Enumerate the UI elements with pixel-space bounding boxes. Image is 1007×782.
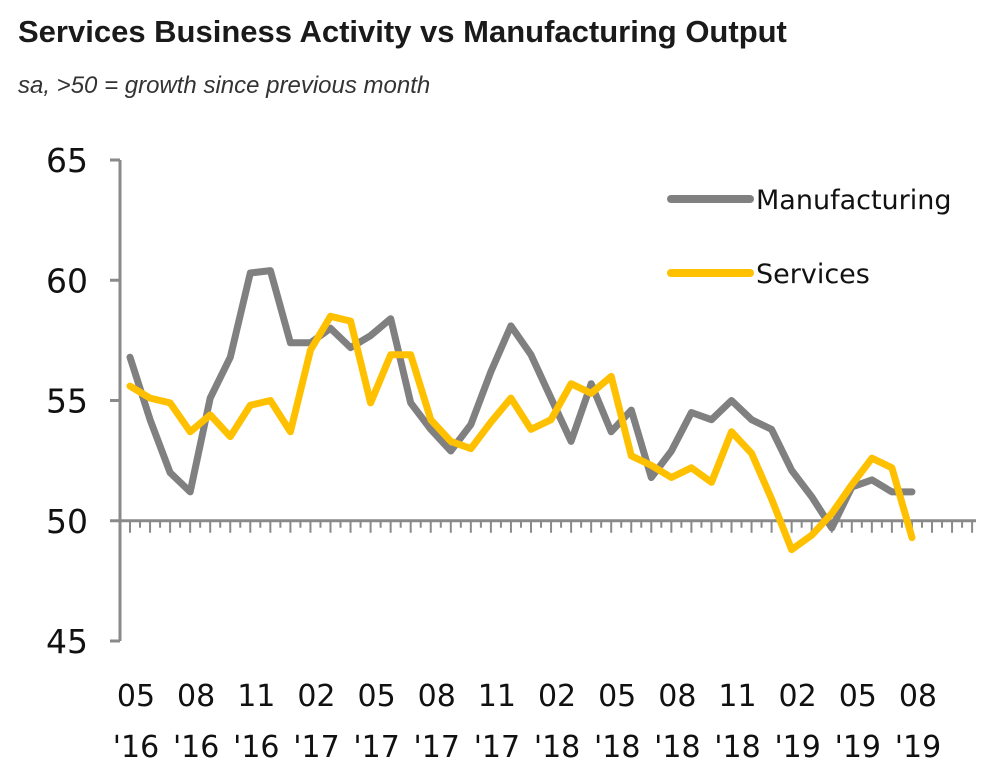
x-tick-label-year: '19	[895, 730, 941, 765]
y-tick-label: 65	[46, 141, 88, 180]
x-tick-label-month: 11	[237, 679, 275, 714]
x-tick-label-month: 02	[297, 679, 335, 714]
x-tick-label-month: 02	[779, 679, 817, 714]
y-tick-label: 60	[46, 261, 88, 300]
x-tick-label-month: 08	[177, 679, 215, 714]
x-tick-label-month: 02	[538, 679, 576, 714]
x-tick-label-month: 08	[658, 679, 696, 714]
x-tick-label-year: '19	[774, 730, 820, 765]
legend-item-manufacturing: Manufacturing	[667, 185, 952, 216]
x-tick-label-year: '17	[414, 730, 460, 765]
x-tick-label-year: '16	[113, 730, 159, 765]
legend: Manufacturing Services	[667, 185, 952, 290]
series-line-manufacturing	[126, 267, 916, 532]
x-tick-label-year: '17	[474, 730, 520, 765]
x-tick-label-month: 05	[598, 679, 636, 714]
x-tick-label-year: '18	[654, 730, 700, 765]
series-manufacturing	[126, 267, 916, 532]
y-tick-label: 45	[46, 622, 88, 661]
x-tick-label-month: 08	[899, 679, 937, 714]
legend-label: Services	[756, 259, 870, 290]
x-tick-label-month: 11	[718, 679, 756, 714]
chart-subtitle: sa, >50 = growth since previous month	[18, 72, 431, 99]
x-tick-label-year: '16	[173, 730, 219, 765]
x-tick-label-year: '19	[835, 730, 881, 765]
legend-item-services: Services	[667, 259, 870, 290]
x-tick-label-month: 05	[839, 679, 877, 714]
legend-label: Manufacturing	[756, 185, 952, 216]
series-layer	[126, 267, 916, 554]
x-tick-label-year: '18	[714, 730, 760, 765]
x-tick-label-year: '17	[293, 730, 339, 765]
x-tick-label-year: '17	[353, 730, 399, 765]
chart-title: Services Business Activity vs Manufactur…	[18, 14, 787, 49]
series-services	[126, 312, 916, 554]
x-tick-label-month: 11	[478, 679, 516, 714]
y-tick-label: 55	[46, 382, 88, 421]
x-tick-label-year: '18	[594, 730, 640, 765]
x-tick-label-month: 05	[358, 679, 396, 714]
y-tick-label: 50	[46, 502, 88, 541]
y-axis: 65 60 55 50 45	[46, 141, 122, 661]
x-tick-label-year: '18	[534, 730, 580, 765]
series-line-services	[126, 312, 916, 554]
x-tick-label-month: 05	[117, 679, 155, 714]
x-tick-label-year: '16	[233, 730, 279, 765]
x-tick-label-month: 08	[418, 679, 456, 714]
x-axis: 05 '16 08 '16 11 '16 02 '17 05 '17 08 '17 11 '17 02 '18…	[113, 519, 976, 765]
